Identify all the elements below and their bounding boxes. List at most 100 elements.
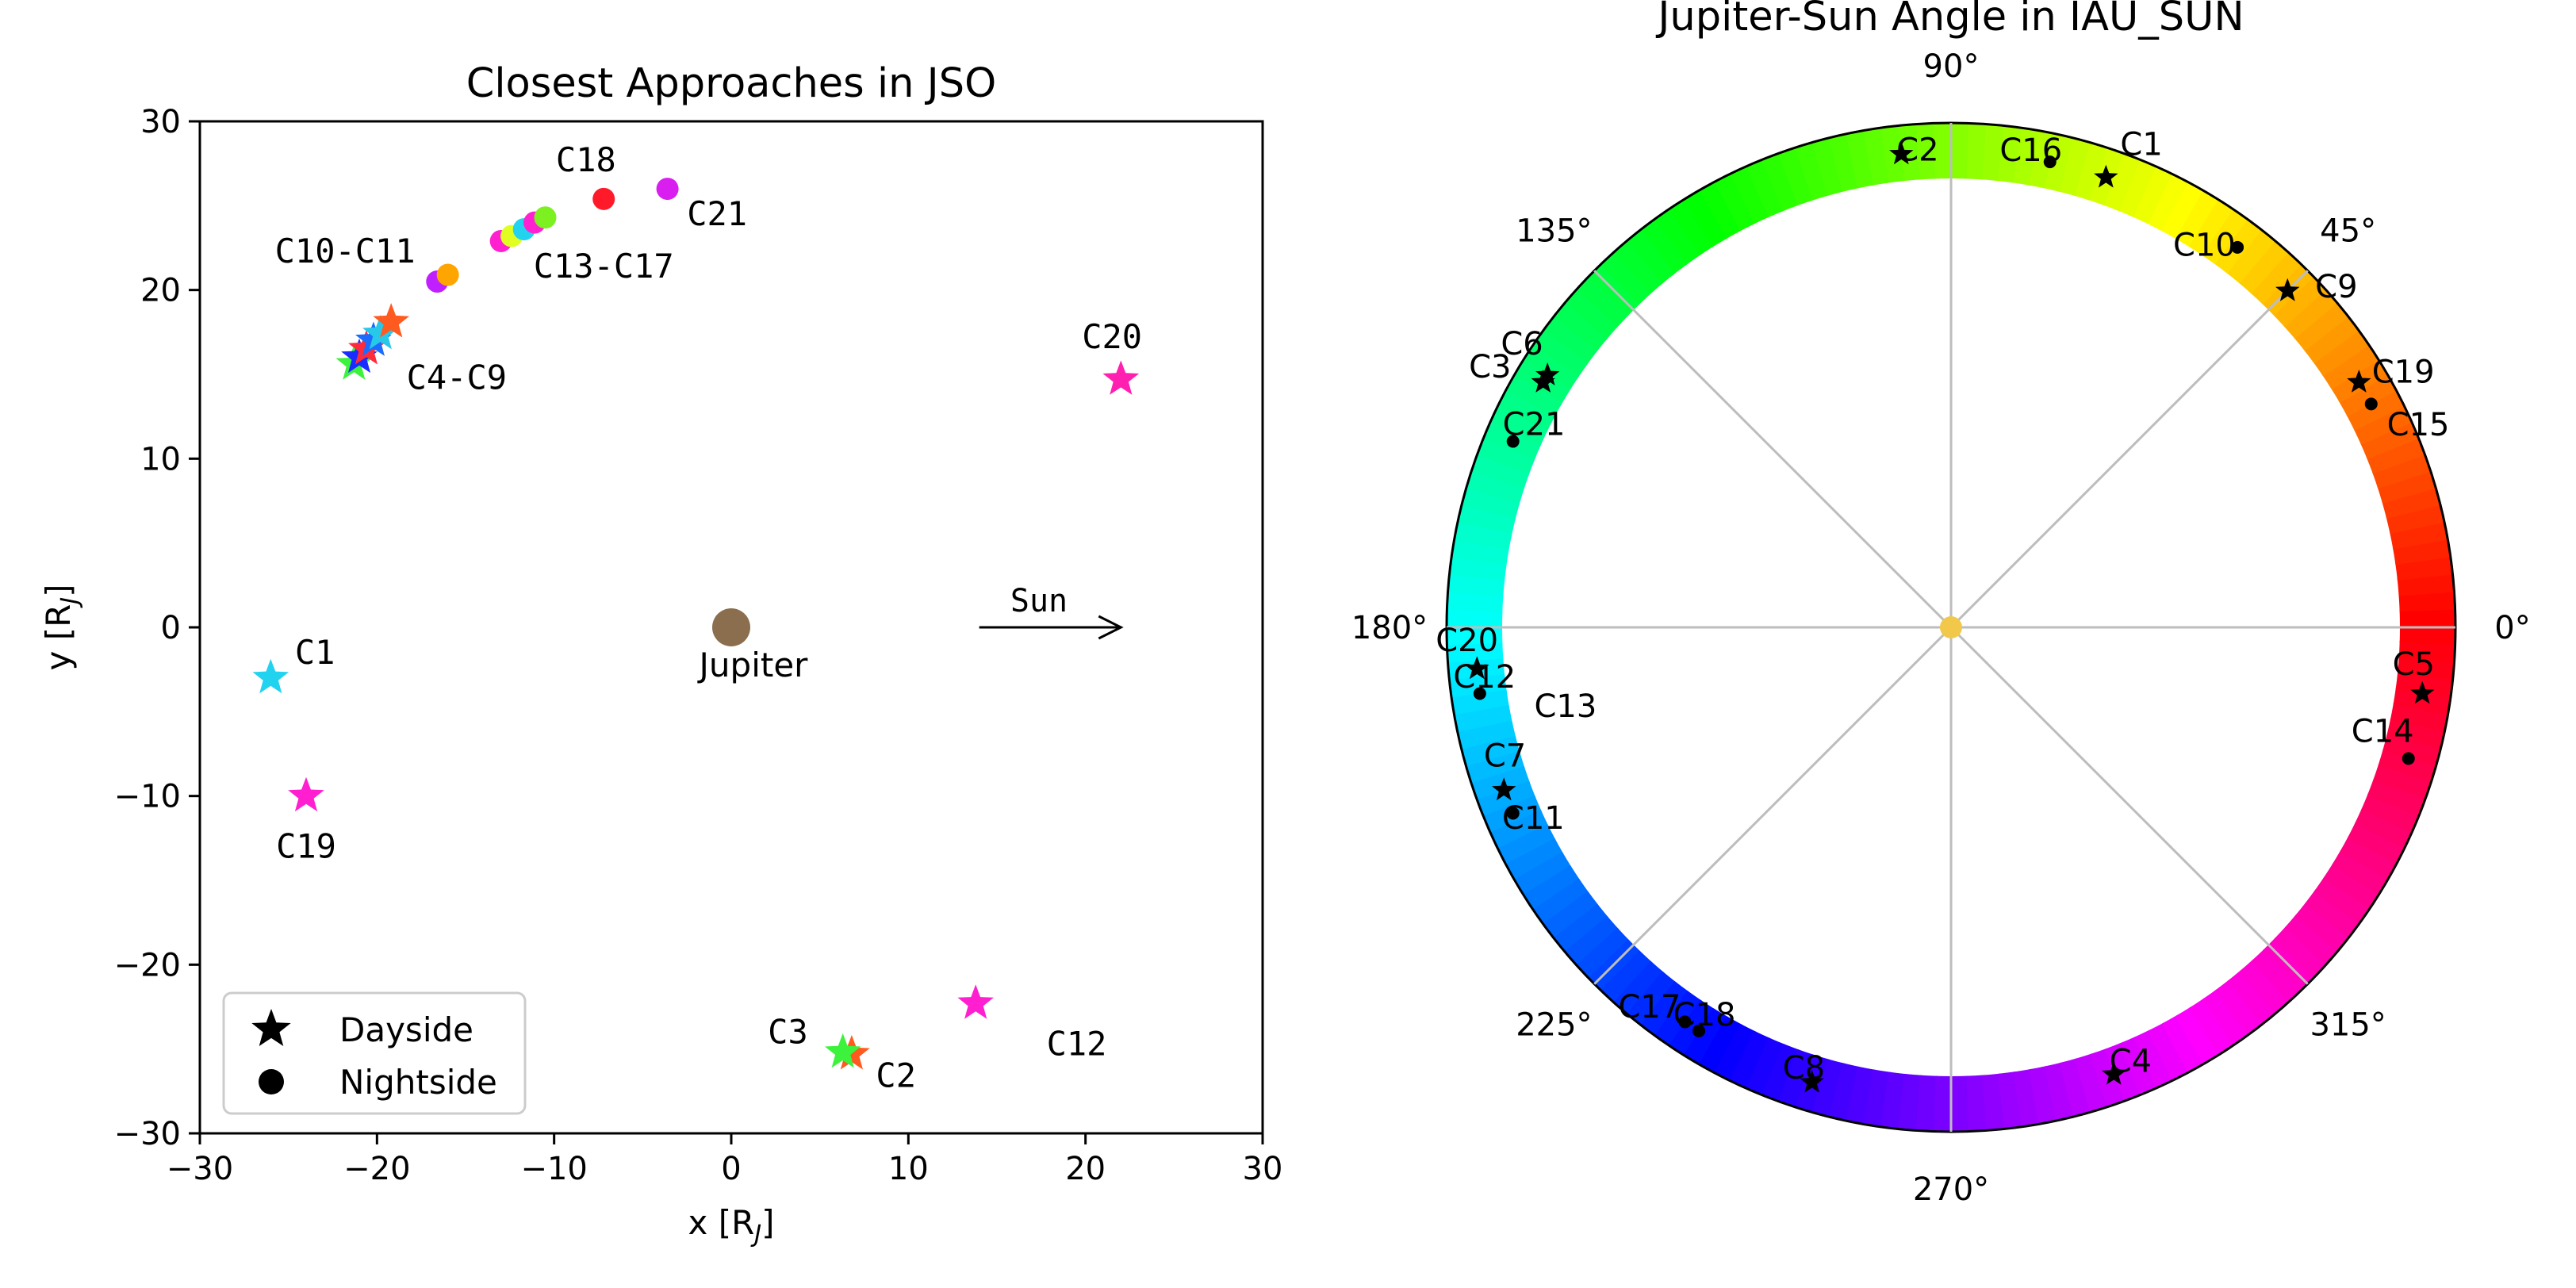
ring-segment [2305, 889, 2361, 938]
ring-segment [1476, 438, 1535, 477]
ring-segment [1933, 1075, 1954, 1132]
ring-segment [1638, 219, 1688, 275]
ring-segment [1489, 406, 1548, 447]
ring-segment [2399, 624, 2455, 646]
flyby-label: C4-C9 [407, 358, 507, 397]
ring-segment [2397, 656, 2455, 680]
x-tick-label: −20 [343, 1151, 410, 1187]
ring-segment [2353, 404, 2413, 445]
polar-point-c3 [1535, 362, 1560, 385]
angle-label: 45° [2320, 213, 2376, 249]
ring-segment [1586, 264, 1639, 317]
ring-segment [1504, 375, 1562, 419]
legend-star-icon [251, 1009, 291, 1046]
sun-label: Sun [1010, 583, 1068, 619]
ring-segment [1543, 891, 1599, 941]
polar-point-c4 [2102, 1061, 2126, 1085]
polar-flyby-label: C9 [2315, 269, 2357, 305]
ring-segment [2382, 485, 2441, 519]
polar-flyby-label: C20 [1436, 623, 1498, 659]
ring-segment [2187, 197, 2233, 255]
flyby-point-c3 [824, 1033, 861, 1068]
polar-point-c9 [2275, 278, 2300, 301]
ring-segment [1669, 999, 1715, 1057]
ring-segment [2294, 902, 2351, 952]
ring-segment [1532, 878, 1589, 926]
polar-point-c15 [2364, 397, 2378, 411]
y-tick-label: −10 [114, 779, 181, 815]
polar-flyby-label: C15 [2387, 407, 2450, 443]
polar-point-c16 [2043, 155, 2057, 169]
ring-segment [2102, 152, 2141, 212]
flyby-point-c20 [1102, 360, 1140, 395]
ring-segment [2366, 435, 2425, 474]
ring-segment [2382, 734, 2441, 767]
ring-segment [2041, 133, 2073, 192]
flyby-point-c8 [362, 315, 399, 350]
polar-point-c14 [2402, 752, 2415, 765]
left-chart-title: Closest Approaches in JSO [466, 60, 996, 107]
ring-segment [2145, 172, 2188, 232]
ring-segment [1588, 939, 1641, 992]
polar-flyby-label: C11 [1502, 800, 1565, 837]
ring-segment [2377, 469, 2436, 504]
ring-segment [1913, 123, 1936, 180]
polar-point-c18 [1692, 1024, 1706, 1037]
legend: Dayside Nightside [222, 991, 527, 1115]
ring-segment [1551, 303, 1608, 353]
polar-angle-chart: Jupiter-Sun Angle in IAU_SUN 0° 45° 90° 135… [1351, 0, 2531, 1208]
ring-segment [2274, 926, 2328, 978]
polar-flyby-label: C21 [1503, 407, 1566, 443]
ring-segment [1574, 277, 1628, 329]
ring-segment [1465, 471, 1524, 506]
ring-segment [1666, 199, 1714, 257]
ring-segment [2313, 876, 2371, 924]
flyby-point-c19 [288, 776, 324, 812]
ring-segment [2239, 959, 2291, 1014]
ring-segment [1562, 289, 1618, 341]
ring-segment [1727, 166, 1769, 225]
y-tick-label: −20 [114, 947, 181, 983]
ring-segment [2131, 165, 2172, 224]
ring-segment [1966, 1075, 1989, 1132]
polar-point-c17 [1678, 1015, 1692, 1029]
ring-segment [1683, 1007, 1729, 1066]
polar-point-c1 [2094, 164, 2118, 188]
y-tick-label: 30 [140, 104, 181, 140]
ring-segment [1564, 915, 1620, 968]
ring-segment [2361, 793, 2420, 833]
ring-segment [1497, 824, 1556, 867]
polar-flyby-label: C13 [1534, 688, 1597, 725]
polar-flyby-label: C4 [2110, 1043, 2152, 1079]
ring-segment [2313, 328, 2370, 377]
ring-segment [2161, 1014, 2206, 1073]
ring-segment [2340, 836, 2398, 880]
angle-label: 0° [2494, 610, 2530, 646]
flyby-point-c21 [656, 178, 679, 201]
polar-point-c20 [1465, 656, 1489, 680]
ring-segment [1948, 122, 1969, 179]
polar-point-c19 [2347, 370, 2371, 393]
ring-segment [1505, 838, 1564, 882]
ring-segment [2272, 274, 2326, 328]
ring-segment [2133, 1029, 2175, 1089]
ring-segment [1681, 190, 1727, 248]
ring-segment [1624, 229, 1675, 286]
flyby-label: C21 [687, 194, 747, 233]
jupiter-marker [712, 608, 750, 646]
jupiter-label: Jupiter [697, 646, 809, 684]
ring-segment [2148, 1022, 2191, 1081]
ring-segment [1654, 990, 1702, 1048]
polar-point-c5 [2409, 680, 2435, 704]
ring-segment [2354, 807, 2413, 849]
flyby-label: C1 [295, 633, 335, 672]
ring-segment [2399, 607, 2455, 627]
x-axis-label: x [RJ] [688, 1203, 774, 1248]
ring-segment [1714, 1023, 1757, 1083]
hsv-color-ring [1445, 121, 2457, 1133]
ring-segment [2225, 228, 2275, 284]
polar-point-c7 [1492, 777, 1516, 801]
sun-arrow-head [1098, 615, 1124, 640]
flyby-label: C2 [876, 1056, 916, 1095]
angle-label: 315° [2310, 1007, 2386, 1044]
